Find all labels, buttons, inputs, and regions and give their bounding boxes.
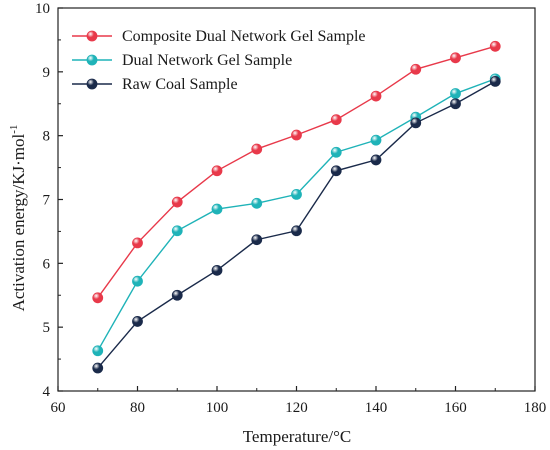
legend-item: Composite Dual Network Gel Sample bbox=[72, 28, 366, 45]
data-point bbox=[450, 52, 461, 64]
legend-item: Dual Network Gel Sample bbox=[72, 52, 292, 69]
data-point bbox=[330, 114, 342, 126]
y-tick-label: 5 bbox=[43, 320, 51, 336]
legend-item: Raw Coal Sample bbox=[72, 76, 238, 93]
legend-label: Dual Network Gel Sample bbox=[122, 52, 292, 69]
data-point bbox=[92, 362, 104, 374]
y-tick-label: 9 bbox=[43, 65, 51, 81]
y-tick-label: 10 bbox=[35, 1, 50, 17]
series-line bbox=[97, 78, 496, 352]
y-axis-title-main: Activation energy/KJ·mol bbox=[9, 133, 28, 311]
data-point bbox=[92, 345, 104, 357]
x-tick-label: 180 bbox=[524, 400, 547, 416]
data-point bbox=[211, 165, 223, 177]
data-point bbox=[132, 316, 143, 327]
x-tick-label: 160 bbox=[444, 400, 467, 416]
data-point bbox=[171, 225, 183, 237]
series-2 bbox=[92, 73, 501, 357]
legend: Composite Dual Network Gel Sample Dual Ne… bbox=[72, 28, 366, 93]
series-3 bbox=[92, 76, 501, 374]
legend-marker bbox=[86, 78, 98, 90]
data-point bbox=[291, 129, 302, 141]
legend-label: Raw Coal Sample bbox=[122, 76, 238, 93]
series-1 bbox=[92, 40, 501, 304]
data-point bbox=[370, 90, 382, 102]
data-point bbox=[171, 196, 183, 208]
data-point bbox=[211, 203, 223, 215]
axes: 60 80 100 120 140 160 180 4 5 6 7 8 9 10 bbox=[35, 1, 546, 416]
data-point bbox=[489, 76, 501, 87]
y-tick-label: 6 bbox=[43, 256, 51, 272]
data-point bbox=[450, 98, 461, 110]
x-axis-title: Temperature/°C bbox=[243, 427, 352, 446]
legend-marker bbox=[86, 30, 98, 42]
data-point bbox=[410, 63, 422, 75]
data-point bbox=[171, 289, 183, 301]
x-tick-label: 120 bbox=[285, 400, 308, 416]
x-tick-label: 80 bbox=[130, 400, 145, 416]
series-line bbox=[97, 80, 496, 369]
y-tick-label: 8 bbox=[43, 129, 51, 145]
x-tick-label: 140 bbox=[365, 400, 388, 416]
x-tick-label: 100 bbox=[206, 400, 229, 416]
data-point bbox=[211, 264, 223, 276]
y-tick-label: 7 bbox=[43, 193, 51, 209]
data-point bbox=[370, 154, 382, 166]
data-point bbox=[251, 234, 263, 246]
data-point bbox=[370, 134, 382, 146]
data-point bbox=[330, 165, 342, 177]
data-point bbox=[330, 146, 342, 158]
data-point bbox=[251, 143, 263, 155]
y-tick-label: 4 bbox=[43, 384, 51, 400]
data-point bbox=[450, 88, 461, 99]
series-layer bbox=[92, 40, 501, 374]
data-point bbox=[132, 275, 143, 287]
y-axis-title-superscript: -1 bbox=[8, 125, 20, 134]
data-point bbox=[410, 117, 422, 129]
data-point bbox=[251, 197, 263, 209]
data-point bbox=[132, 237, 143, 249]
data-point bbox=[291, 188, 302, 200]
x-tick-label: 60 bbox=[51, 400, 66, 416]
legend-marker bbox=[86, 54, 98, 66]
data-point bbox=[489, 40, 501, 52]
legend-label: Composite Dual Network Gel Sample bbox=[122, 28, 366, 45]
data-point bbox=[291, 225, 302, 237]
data-point bbox=[92, 292, 104, 304]
y-axis-title: Activation energy/KJ·mol-1 bbox=[8, 125, 28, 312]
